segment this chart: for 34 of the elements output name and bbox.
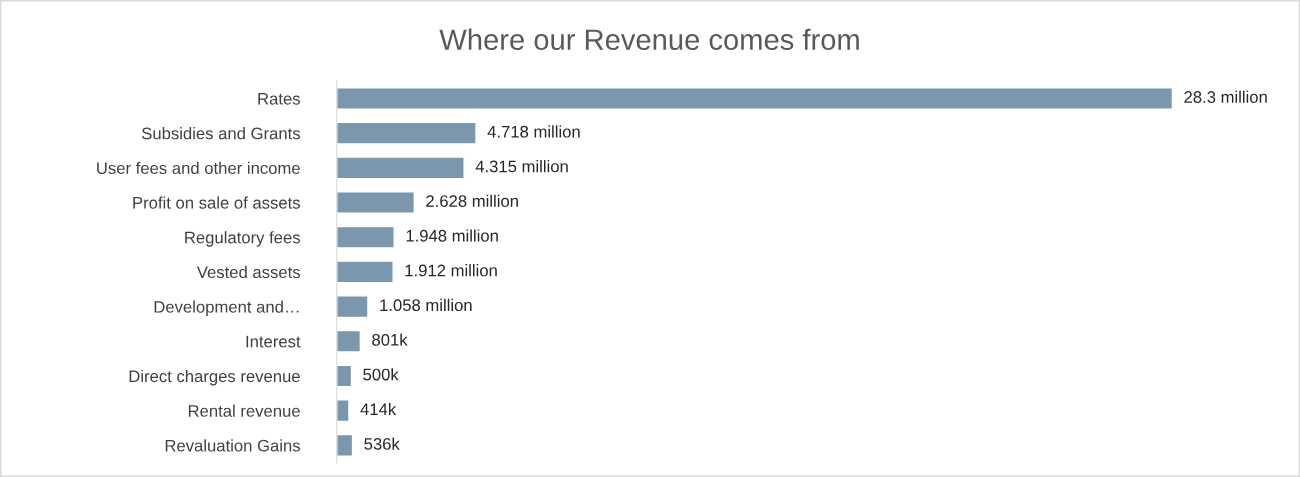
bar: [336, 329, 362, 353]
data-label: 28.3 million: [1184, 90, 1267, 103]
data-label: 414k: [360, 402, 397, 415]
bar: [336, 295, 369, 319]
y-tick-label: Regulatory fees: [185, 231, 300, 247]
data-label: 1.948 million: [406, 229, 498, 242]
chart-title: Where our Revenue comes from: [439, 28, 859, 51]
bar: [336, 156, 465, 180]
bar: [336, 364, 353, 388]
data-label: 1.912 million: [405, 264, 497, 277]
bar: [336, 86, 1174, 110]
bar: [336, 260, 394, 284]
data-label: 500k: [363, 368, 399, 381]
y-tick-label: Revaluation Gains: [165, 439, 300, 452]
data-label: 2.628 million: [426, 194, 518, 207]
y-tick-label: Direct charges revenue: [129, 369, 300, 386]
data-label: 801k: [372, 333, 408, 346]
bar: [336, 399, 350, 423]
bar: [336, 121, 477, 145]
data-label: 4.718 million: [487, 125, 580, 138]
data-label: 536k: [364, 437, 400, 450]
y-tick-label: User fees and other income: [97, 161, 300, 175]
bar: [336, 191, 416, 214]
y-tick-label: Rental revenue: [188, 404, 300, 417]
y-tick-label: Profit on sale of assets: [133, 196, 300, 209]
data-label: 1.058 million: [380, 298, 472, 312]
y-tick-label: Vested assets: [196, 265, 300, 279]
data-label: 4.315 million: [475, 160, 568, 173]
bar: [336, 225, 395, 249]
bar: [336, 433, 354, 457]
y-tick-label: Rates: [258, 93, 300, 105]
y-tick-label: Subsidies and Grants: [142, 127, 300, 140]
y-tick-label: Development and…: [154, 300, 299, 317]
y-tick-label: Interest: [246, 335, 301, 348]
